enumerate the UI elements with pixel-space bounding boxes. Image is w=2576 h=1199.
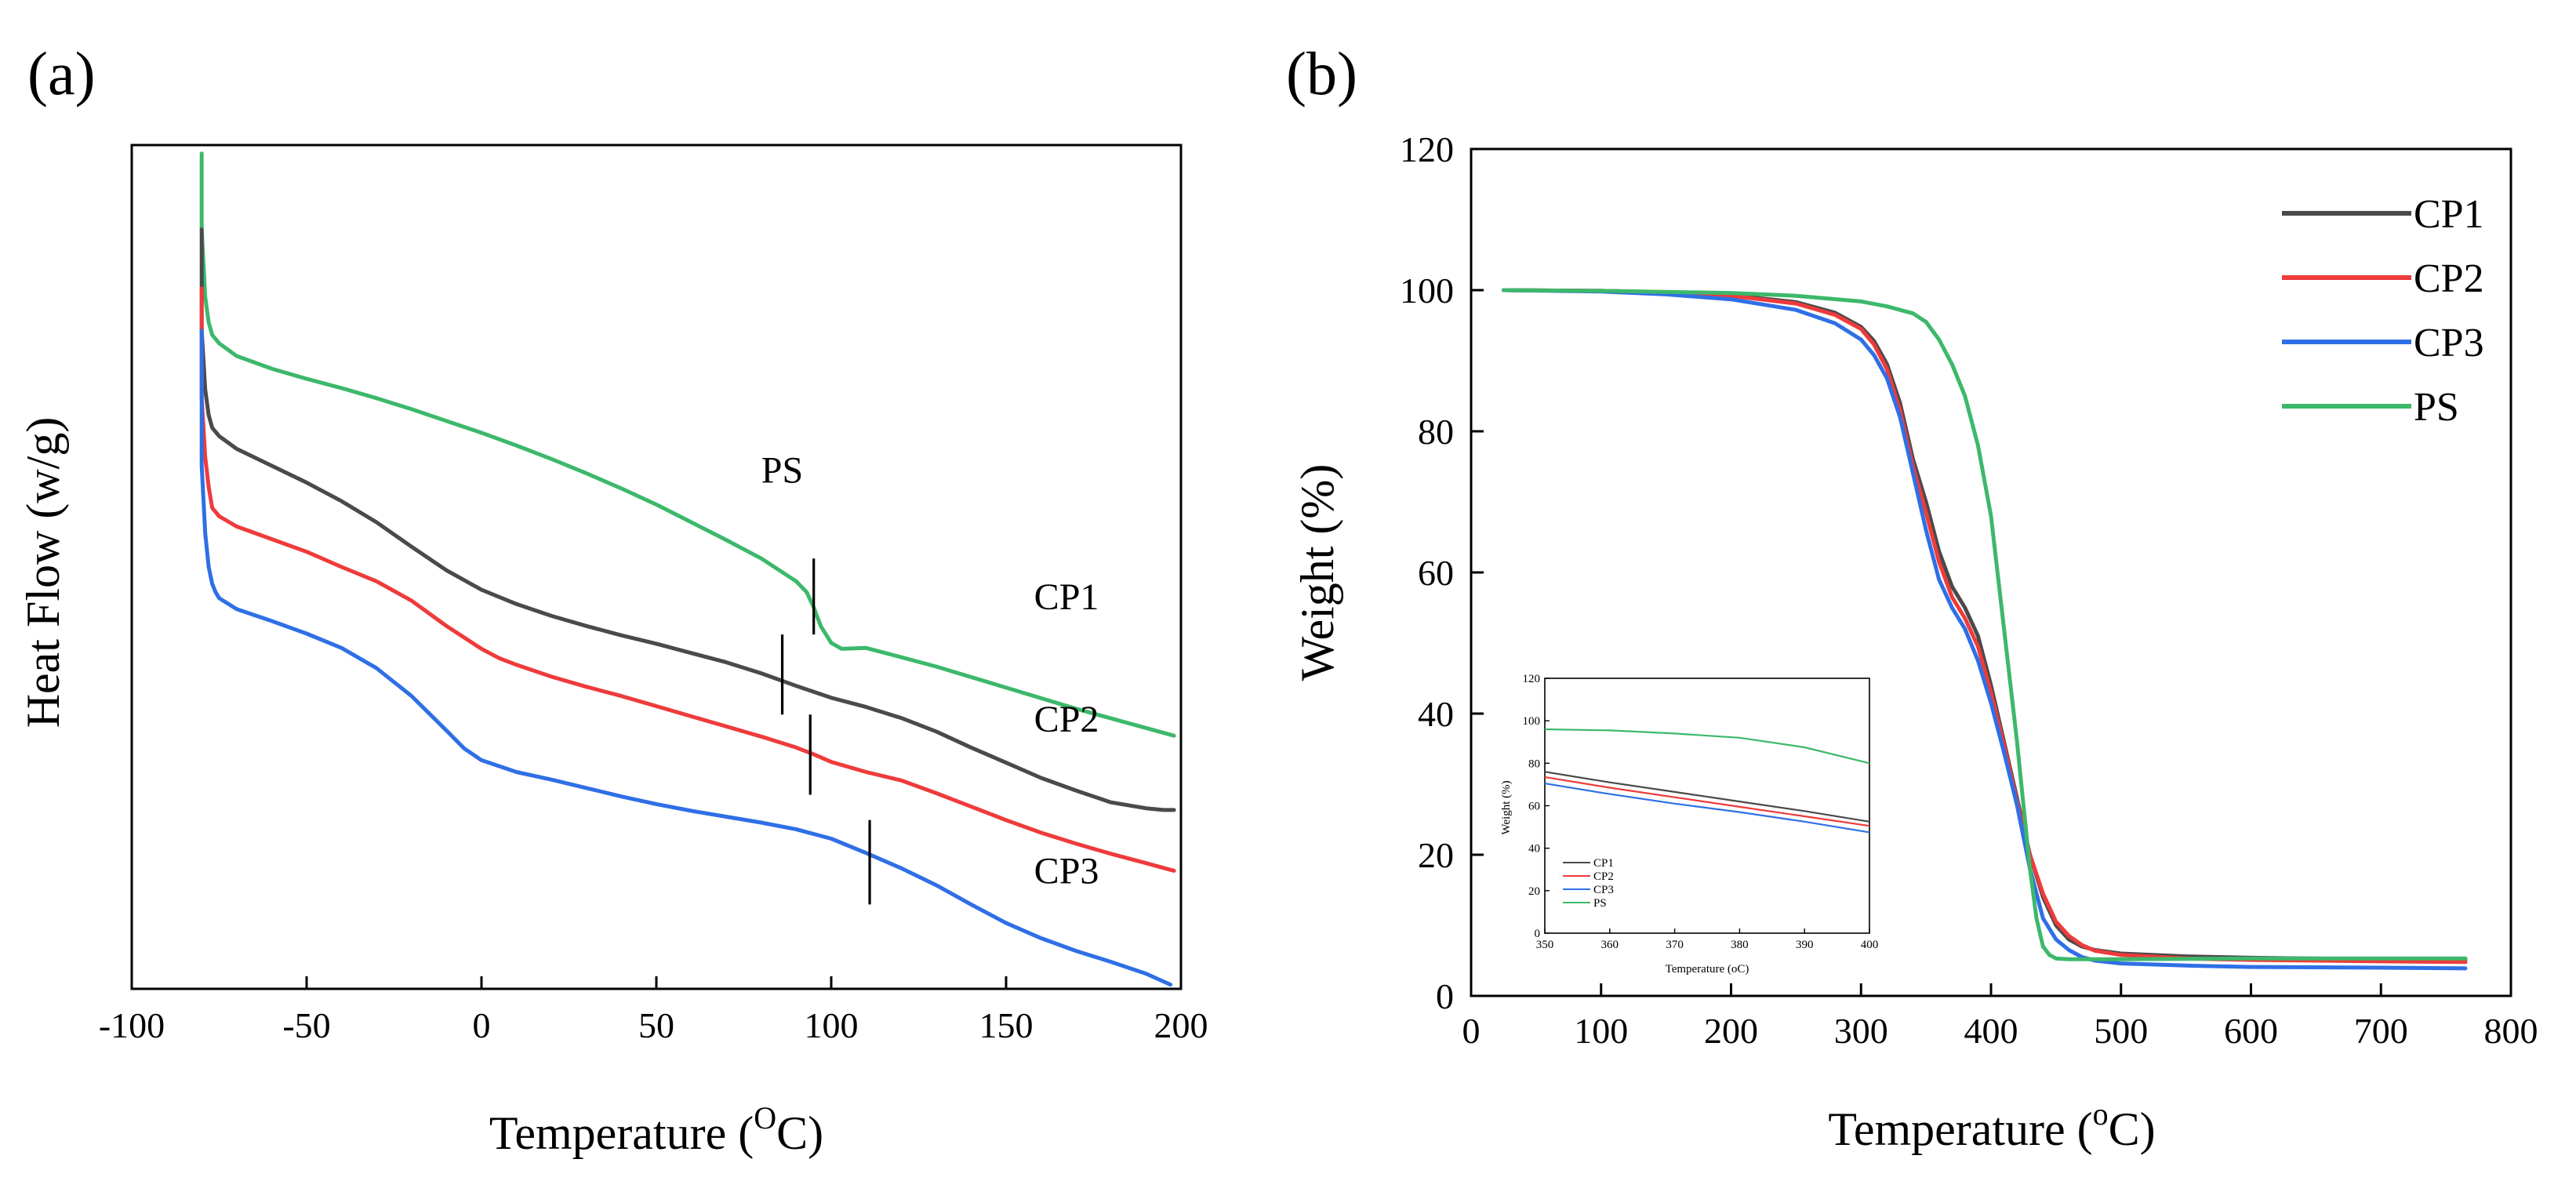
inset-y-tick-label: 40	[1528, 843, 1540, 856]
inset-y-axis-title: Weight (%)	[1500, 780, 1513, 834]
panel-b-y-tick-label: 40	[1418, 694, 1454, 734]
panel-b-x-tick-label: 200	[1704, 1011, 1758, 1051]
inset-legend-label-cp1: CP1	[1593, 857, 1614, 870]
inset-x-tick-label: 370	[1666, 939, 1684, 951]
panel-a-x-tick-label: 200	[1154, 1005, 1208, 1045]
panel-b-x-tick-label: 700	[2354, 1011, 2408, 1051]
panel-a-line-cp3	[199, 329, 1173, 987]
panel-b-y-tick-label: 60	[1418, 553, 1454, 593]
panel-b-x-tick-label: 0	[1462, 1011, 1481, 1051]
panel-b-y-tick-label: 100	[1400, 271, 1454, 311]
legend-label-cp3: CP3	[2414, 321, 2484, 365]
panel-a-series-labels: PS CP1 CP2 CP3	[761, 449, 1099, 892]
panel-a-x-tick-label: 150	[979, 1005, 1034, 1045]
inset-line-cp3	[1544, 783, 1870, 834]
panel-b-y-tick-label: 20	[1418, 835, 1454, 875]
panel-b-label: (b)	[1286, 39, 1357, 107]
panel-a-series-label-cp2: CP2	[1034, 699, 1099, 740]
panel-b-x-tick-label: 300	[1834, 1011, 1888, 1051]
panel-b-x-ticks: 0 100 200 300 400 500 600 700 800	[1462, 983, 2538, 1051]
panel-b-line-cp2	[1501, 288, 2468, 965]
panel-a-series-label-cp1: CP1	[1034, 576, 1099, 618]
inset-line-cp2	[1544, 776, 1870, 827]
inset-x-tick-label: 390	[1796, 939, 1814, 951]
panel-b-y-ticks: 0 20 40 60 80 100 120	[1400, 129, 1484, 1016]
inset-legend-label-ps: PS	[1593, 897, 1607, 910]
legend-label-cp2: CP2	[2414, 256, 2484, 301]
legend-label-ps: PS	[2414, 385, 2459, 430]
inset-legend-label-cp3: CP3	[1593, 884, 1614, 896]
panel-b-x-tick-label: 800	[2484, 1011, 2538, 1051]
panel-a: (a) -100 -50 0 50 100 150 200 PS CP1 CP2 CP3 Heat…	[17, 39, 1208, 1159]
panel-a-x-tick-label: -100	[99, 1005, 165, 1045]
inset-y-tick-label: 120	[1523, 673, 1541, 685]
inset-x-tick-label: 350	[1536, 939, 1554, 951]
panel-a-line-cp2	[199, 286, 1176, 873]
inset-x-tick-label: 380	[1731, 939, 1749, 951]
panel-a-label: (a)	[27, 39, 96, 107]
inset-x-axis-title: Temperature (oC)	[1666, 963, 1749, 976]
panel-b-line-ps	[1501, 288, 2468, 961]
panel-a-line-ps	[199, 151, 1176, 738]
panel-b-x-tick-label: 500	[2094, 1011, 2148, 1051]
panel-b-x-axis-title-end: C)	[2109, 1103, 2156, 1155]
panel-a-x-ticks: -100 -50 0 50 100 150 200	[99, 976, 1208, 1045]
panel-a-x-tick-label: 50	[638, 1005, 674, 1045]
panel-a-plot-frame	[130, 144, 1183, 990]
panel-b-x-axis-title-sup: o	[2093, 1096, 2109, 1132]
inset-y-tick-label: 100	[1523, 715, 1541, 728]
panel-b-line-cp3	[1501, 288, 2468, 971]
inset-x-tick-label: 400	[1861, 939, 1879, 951]
panel-b-y-tick-label: 80	[1418, 412, 1454, 452]
panel-a-x-tick-label: 0	[473, 1005, 491, 1045]
panel-b-x-tick-label: 600	[2224, 1011, 2278, 1051]
panel-a-series-label-cp3: CP3	[1034, 851, 1099, 892]
panel-a-series	[199, 151, 1176, 987]
panel-b-x-tick-label: 100	[1574, 1011, 1628, 1051]
inset-y-tick-label: 0	[1535, 928, 1541, 940]
inset-x-ticks: 350 360 370 380 390 400	[1536, 928, 1879, 951]
inset-y-ticks: 0 20 40 60 80 100 120	[1523, 673, 1550, 940]
panel-a-x-axis-title-sup: O	[754, 1100, 776, 1135]
inset-series	[1544, 728, 1870, 834]
inset-line-cp1	[1544, 771, 1870, 823]
panel-a-x-tick-label: 100	[805, 1005, 859, 1045]
panel-a-x-axis-title-main: Temperature (	[489, 1107, 754, 1159]
panel-a-series-label-ps: PS	[761, 449, 803, 491]
panel-b-x-axis-title-main: Temperature (	[1828, 1103, 2092, 1155]
panel-a-x-axis-title-end: C)	[776, 1107, 823, 1159]
panel-b-legend: CP1 CP2 CP3 PS	[2282, 192, 2484, 430]
inset-x-tick-label: 360	[1601, 939, 1619, 951]
panel-b-x-axis-title: Temperature (oC)	[1828, 1096, 2155, 1155]
panel-a-x-tick-label: -50	[282, 1005, 330, 1045]
inset-line-ps	[1544, 728, 1870, 765]
panel-b-x-tick-label: 400	[1964, 1011, 2018, 1051]
panel-a-transition-markers	[780, 558, 871, 905]
panel-b-y-tick-label: 0	[1436, 976, 1454, 1016]
inset-y-tick-label: 60	[1528, 801, 1540, 813]
panel-b-y-tick-label: 120	[1400, 129, 1454, 169]
panel-b-y-axis-title: Weight (%)	[1292, 464, 1343, 681]
inset-y-tick-label: 80	[1528, 758, 1540, 770]
panel-a-y-axis-title: Heat Flow (w/g)	[17, 417, 69, 728]
panel-b: (b) 0 100 200 300 400 500 600 700 800 0204060801…	[1286, 39, 2538, 1155]
panel-a-line-cp1	[199, 227, 1176, 812]
panel-b-series	[1501, 288, 2468, 971]
inset-legend-label-cp2: CP2	[1593, 870, 1614, 883]
panel-a-x-axis-title: Temperature (OC)	[489, 1100, 823, 1159]
panel-b-line-cp1	[1501, 288, 2468, 962]
legend-label-cp1: CP1	[2414, 192, 2484, 237]
inset-y-tick-label: 20	[1528, 885, 1540, 898]
